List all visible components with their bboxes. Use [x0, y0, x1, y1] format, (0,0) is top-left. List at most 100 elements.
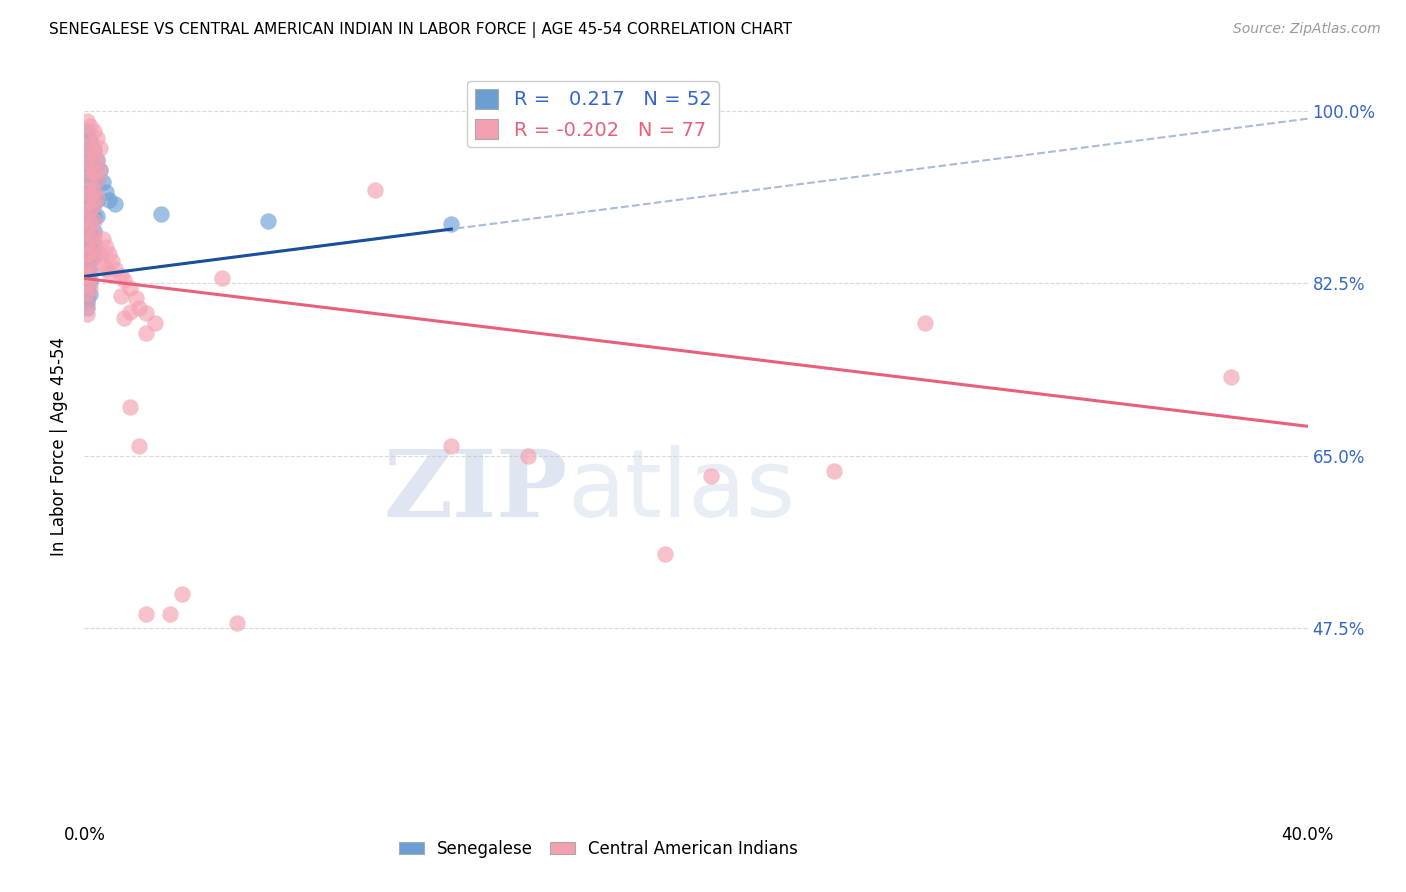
Point	[76, 230, 98, 244]
Point	[79, 170, 101, 185]
Point	[79, 133, 101, 147]
Point	[76, 123, 98, 137]
Point	[94, 240, 117, 254]
Point	[76, 277, 98, 292]
Point	[86, 131, 108, 145]
Point	[83, 198, 105, 212]
Text: Source: ZipAtlas.com: Source: ZipAtlas.com	[1233, 22, 1381, 37]
Text: ZIP: ZIP	[384, 446, 568, 536]
Point	[83, 183, 105, 197]
Point	[120, 305, 142, 319]
Point	[76, 113, 98, 128]
Point	[211, 271, 233, 285]
Point	[823, 464, 845, 478]
Point	[257, 214, 280, 228]
Point	[110, 289, 132, 303]
Point	[76, 222, 98, 236]
Point	[76, 307, 98, 321]
Point	[83, 229, 105, 244]
Point	[76, 246, 98, 260]
Point	[120, 400, 142, 414]
Point	[86, 153, 108, 167]
Point	[89, 163, 111, 178]
Point	[79, 252, 101, 266]
Point	[94, 261, 117, 276]
Point	[86, 173, 108, 187]
Point	[86, 209, 108, 223]
Point	[76, 258, 98, 272]
Point	[83, 211, 105, 225]
Point	[91, 175, 114, 189]
Point	[89, 163, 111, 178]
Point	[128, 301, 150, 315]
Point	[79, 153, 101, 167]
Point	[76, 148, 98, 162]
Point	[91, 257, 114, 271]
Point	[112, 310, 135, 325]
Point	[440, 217, 463, 231]
Point	[79, 287, 101, 301]
Point	[86, 193, 108, 207]
Point	[76, 187, 98, 202]
Point	[128, 439, 150, 453]
Point	[76, 197, 98, 211]
Point	[79, 230, 101, 244]
Point	[83, 180, 105, 194]
Point	[83, 123, 105, 137]
Point	[76, 287, 98, 301]
Point	[76, 173, 98, 187]
Point	[79, 199, 101, 213]
Point	[83, 165, 105, 179]
Point	[76, 158, 98, 172]
Point	[79, 244, 101, 258]
Point	[76, 212, 98, 227]
Point	[79, 257, 101, 271]
Point	[112, 273, 135, 287]
Point	[83, 145, 105, 160]
Point	[76, 244, 98, 259]
Point	[83, 196, 105, 211]
Point	[89, 246, 111, 260]
Point	[135, 306, 157, 320]
Point	[79, 155, 101, 169]
Point	[76, 265, 98, 279]
Legend: Senegalese, Central American Indians: Senegalese, Central American Indians	[392, 833, 804, 864]
Point	[76, 143, 98, 157]
Point	[76, 268, 98, 282]
Point	[89, 141, 111, 155]
Point	[79, 138, 101, 153]
Point	[76, 238, 98, 252]
Point	[83, 143, 105, 157]
Point	[654, 548, 676, 562]
Point	[83, 214, 105, 228]
Point	[79, 240, 101, 254]
Point	[104, 261, 127, 276]
Point	[79, 269, 101, 284]
Point	[79, 276, 101, 290]
Point	[86, 190, 108, 204]
Y-axis label: In Labor Force | Age 45-54: In Labor Force | Age 45-54	[51, 336, 69, 556]
Point	[226, 616, 249, 631]
Point	[76, 133, 98, 147]
Point	[125, 291, 148, 305]
Point	[79, 185, 101, 199]
Point	[79, 227, 101, 241]
Point	[94, 185, 117, 199]
Point	[79, 202, 101, 217]
Point	[76, 295, 98, 310]
Point	[76, 163, 98, 178]
Point	[149, 207, 172, 221]
Point	[76, 212, 98, 227]
Point	[76, 289, 98, 303]
Point	[76, 301, 98, 315]
Point	[700, 468, 723, 483]
Point	[79, 214, 101, 228]
Point	[104, 197, 127, 211]
Point	[76, 259, 98, 273]
Point	[76, 277, 98, 292]
Point	[76, 183, 98, 197]
Point	[914, 316, 936, 330]
Point	[79, 281, 101, 295]
Point	[97, 246, 120, 260]
Point	[83, 250, 105, 264]
